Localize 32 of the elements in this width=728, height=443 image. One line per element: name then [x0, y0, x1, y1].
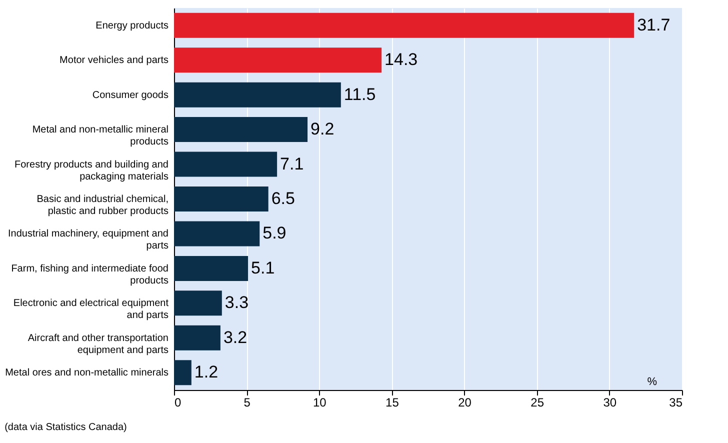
y-tick-label: Metal ores and non-metallic minerals [5, 368, 168, 379]
data-label: 1.2 [194, 362, 218, 382]
x-tick-label: 20 [458, 396, 472, 410]
x-tick-label: 30 [603, 396, 617, 410]
data-label: 6.5 [271, 189, 295, 208]
data-label: 5.1 [251, 258, 275, 278]
data-label: 9.2 [310, 120, 334, 139]
data-label: 7.1 [280, 154, 304, 174]
y-tick-label: Industrial machinery, equipment and parts [8, 228, 168, 252]
data-label: 11.5 [344, 84, 376, 104]
y-tick-label: Energy products [96, 20, 168, 32]
data-label: 3.2 [223, 328, 248, 347]
x-tick-label: 10 [312, 396, 327, 410]
y-tick-label: Aircraft and other transportation equipment and parts [28, 332, 168, 356]
data-label: 31.7 [637, 15, 670, 34]
y-tick-label: Electronic and electrical equipment and parts [13, 298, 169, 322]
y-tick-label: Motor vehicles and parts [60, 55, 168, 66]
y-tick-label: Farm, fishing and intermediate food products [11, 263, 168, 286]
data-label: 3.3 [224, 293, 249, 312]
x-tick-label: 0 [174, 396, 182, 410]
data-label: 5.9 [262, 224, 286, 243]
x-tick-label: 25 [530, 396, 544, 410]
x-tick-label: 5 [244, 396, 251, 410]
y-tick-label: Forestry products and building and packaging materials [14, 159, 168, 182]
x-tick-label: 15 [386, 396, 400, 410]
y-tick-label: Metal and non-metallic mineral products [32, 124, 168, 148]
x-tick-label: 35 [669, 396, 683, 410]
annotation: % [647, 376, 658, 388]
data-label: 14.3 [384, 50, 418, 70]
y-tick-label: Basic and industrial chemical, plastic and rubber products [36, 194, 168, 217]
y-tick-label: Consumer goods [92, 90, 168, 101]
text: (data via Statistics Canada) [4, 422, 127, 433]
